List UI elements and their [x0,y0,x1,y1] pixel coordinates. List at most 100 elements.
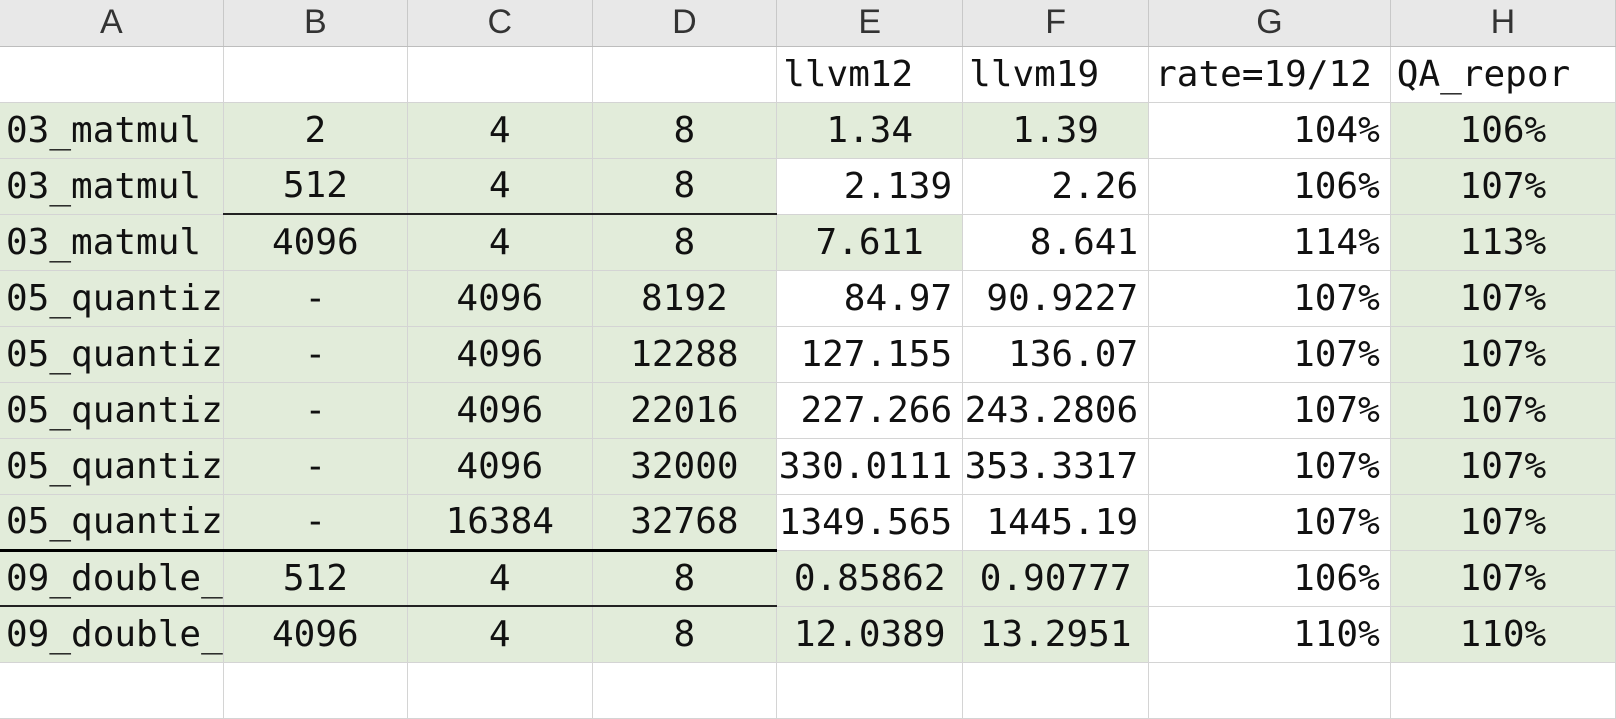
table-cell[interactable]: 05_quantiz [0,270,224,327]
column-header-b[interactable]: B [223,0,408,47]
cell-c1[interactable] [407,46,593,103]
table-cell[interactable]: 4 [407,214,593,271]
table-cell[interactable]: 32000 [592,438,778,495]
table-cell[interactable]: - [223,494,408,552]
table-cell[interactable]: 4 [407,158,593,215]
table-cell[interactable]: 4096 [223,214,408,271]
table-cell[interactable]: 1445.19 [962,494,1150,551]
table-cell[interactable]: 1349.565 [776,494,964,551]
table-cell[interactable]: 353.3317 [962,438,1150,495]
table-cell[interactable]: 8 [592,606,778,663]
table-cell[interactable]: - [223,326,408,383]
table-cell[interactable]: 107% [1148,326,1391,383]
column-header-e[interactable]: E [776,0,964,47]
table-cell[interactable]: 13.2951 [962,606,1150,663]
cell-f1[interactable]: llvm19 [962,46,1150,103]
table-cell[interactable]: 107% [1390,550,1616,607]
table-cell[interactable]: 104% [1148,102,1391,159]
table-cell[interactable]: 8 [592,550,778,607]
table-cell[interactable]: 4096 [223,606,408,663]
table-cell[interactable]: 107% [1148,270,1391,327]
table-cell[interactable]: 05_quantiz [0,326,224,383]
table-cell[interactable]: 4 [407,606,593,663]
table-cell[interactable]: 03_matmul [0,214,224,271]
table-cell[interactable]: 0.90777 [962,550,1150,607]
table-cell[interactable]: 106% [1390,102,1616,159]
empty-cell[interactable] [1390,662,1616,719]
table-cell[interactable]: 107% [1390,270,1616,327]
cell-h1[interactable]: QA_repor [1390,46,1616,103]
table-cell[interactable]: 107% [1390,438,1616,495]
table-cell[interactable]: 110% [1148,606,1391,663]
table-cell[interactable]: 8 [592,158,778,215]
table-cell[interactable]: - [223,270,408,327]
column-header-f[interactable]: F [962,0,1150,47]
empty-cell[interactable] [592,662,778,719]
cell-d1[interactable] [592,46,778,103]
table-cell[interactable]: 227.266 [776,382,964,439]
table-cell[interactable]: 90.9227 [962,270,1150,327]
table-cell[interactable]: 107% [1390,326,1616,383]
empty-cell[interactable] [0,662,224,719]
empty-cell[interactable] [223,662,408,719]
table-cell[interactable]: 12288 [592,326,778,383]
table-cell[interactable]: 113% [1390,214,1616,271]
table-cell[interactable]: - [223,382,408,439]
table-cell[interactable]: 7.611 [776,214,964,271]
column-header-d[interactable]: D [592,0,778,47]
empty-cell[interactable] [776,662,964,719]
table-cell[interactable]: 136.07 [962,326,1150,383]
table-cell[interactable]: 107% [1390,158,1616,215]
table-cell[interactable]: 03_matmul [0,158,224,215]
table-cell[interactable]: 8 [592,102,778,159]
empty-cell[interactable] [1148,662,1391,719]
table-cell[interactable]: 2.139 [776,158,964,215]
table-cell[interactable]: 114% [1148,214,1391,271]
column-header-g[interactable]: G [1148,0,1391,47]
table-cell[interactable]: 106% [1148,550,1391,607]
empty-cell[interactable] [407,662,593,719]
table-cell[interactable]: 16384 [407,494,593,552]
table-cell[interactable]: 05_quantiz [0,382,224,439]
table-cell[interactable]: 107% [1390,382,1616,439]
cell-g1[interactable]: rate=19/12 [1148,46,1391,103]
table-cell[interactable]: 8.641 [962,214,1150,271]
table-cell[interactable]: 22016 [592,382,778,439]
table-cell[interactable]: 127.155 [776,326,964,383]
table-cell[interactable]: 09_double_ [0,606,224,663]
table-cell[interactable]: 330.0111 [776,438,964,495]
table-cell[interactable]: 107% [1148,382,1391,439]
table-cell[interactable]: 05_quantiz [0,494,224,552]
table-cell[interactable]: 32768 [592,494,778,552]
table-cell[interactable]: 512 [223,158,408,215]
table-cell[interactable]: 8 [592,214,778,271]
column-header-c[interactable]: C [407,0,593,47]
table-cell[interactable]: 05_quantiz [0,438,224,495]
table-cell[interactable]: 0.85862 [776,550,964,607]
table-cell[interactable]: 110% [1390,606,1616,663]
empty-cell[interactable] [962,662,1150,719]
table-cell[interactable]: 4096 [407,270,593,327]
cell-b1[interactable] [223,46,408,103]
table-cell[interactable]: 8192 [592,270,778,327]
table-cell[interactable]: 09_double_ [0,550,224,607]
table-cell[interactable]: 12.0389 [776,606,964,663]
table-cell[interactable]: 4096 [407,326,593,383]
table-cell[interactable]: 4 [407,550,593,607]
table-cell[interactable]: 243.2806 [962,382,1150,439]
table-cell[interactable]: 03_matmul [0,102,224,159]
table-cell[interactable]: 107% [1390,494,1616,551]
table-cell[interactable]: 4096 [407,438,593,495]
cell-a1[interactable] [0,46,224,103]
table-cell[interactable]: 107% [1148,438,1391,495]
table-cell[interactable]: 4096 [407,382,593,439]
table-cell[interactable]: - [223,438,408,495]
column-header-a[interactable]: A [0,0,224,47]
table-cell[interactable]: 107% [1148,494,1391,551]
table-cell[interactable]: 106% [1148,158,1391,215]
table-cell[interactable]: 1.34 [776,102,964,159]
table-cell[interactable]: 84.97 [776,270,964,327]
cell-e1[interactable]: llvm12 [776,46,964,103]
table-cell[interactable]: 1.39 [962,102,1150,159]
table-cell[interactable]: 2 [223,102,408,159]
